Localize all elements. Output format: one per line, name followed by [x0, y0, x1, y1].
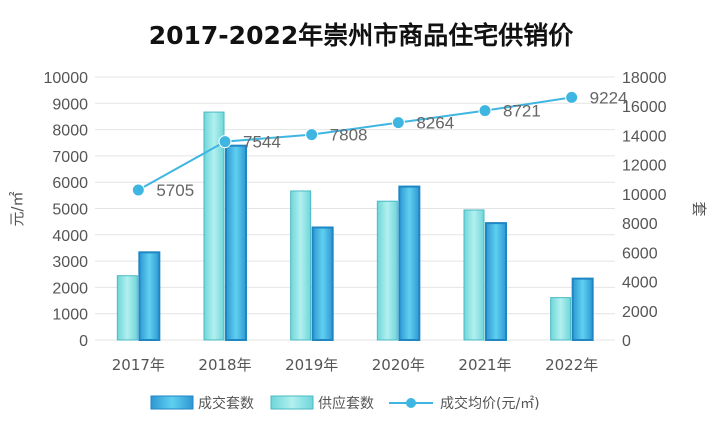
left-tick-label: 5000 [52, 202, 88, 219]
right-axis-ticks: 0 2000 4000 6000 8000 10000 12000 14000 16000 180… [622, 70, 667, 350]
category-label: 2017年 [112, 356, 165, 374]
price-data-label: 7544 [243, 133, 281, 152]
price-data-label: 8721 [503, 102, 541, 121]
bar-deal [138, 251, 161, 341]
price-point [305, 128, 319, 142]
left-tick-label: 7000 [52, 149, 88, 166]
bar-deal [485, 222, 507, 341]
chart-title: 2017-2022年崇州市商品住宅供销价 [149, 21, 575, 50]
category-labels: 2017年 2018年 2019年 2020年 2021年 2022年 [112, 356, 599, 374]
left-axis-label: 元/㎡ [8, 191, 26, 226]
price-point [131, 183, 145, 197]
bar-supply [376, 200, 398, 341]
bar-deal [571, 277, 594, 341]
left-axis-ticks: 0 1000 2000 3000 4000 5000 6000 7000 8000 9000 100… [44, 70, 89, 350]
category-label: 2021年 [458, 356, 511, 374]
bar-supply [203, 111, 225, 341]
category-label: 2022年 [545, 356, 598, 374]
right-tick-label: 12000 [622, 158, 667, 175]
category-label: 2019年 [285, 356, 338, 374]
left-tick-label: 8000 [52, 123, 88, 140]
right-tick-label: 16000 [622, 99, 667, 116]
price-data-label: 7808 [330, 126, 368, 145]
price-line-layer: 5705 7544 7808 8264 8721 9224 [131, 88, 628, 200]
left-tick-label: 9000 [52, 96, 88, 113]
right-tick-label: 6000 [622, 245, 658, 262]
right-tick-label: 0 [622, 333, 631, 350]
bar-supply [550, 297, 572, 341]
price-data-label: 9224 [590, 88, 628, 107]
left-tick-label: 0 [79, 333, 88, 350]
right-tick-label: 18000 [622, 70, 667, 87]
legend-deal-label: 成交套数 [198, 395, 254, 412]
price-data-label: 5705 [156, 181, 194, 200]
right-tick-label: 4000 [622, 275, 658, 292]
right-tick-label: 2000 [622, 304, 658, 321]
bar-supply [463, 209, 485, 341]
left-tick-label: 3000 [52, 254, 88, 271]
left-tick-label: 10000 [44, 70, 89, 87]
right-tick-label: 10000 [622, 187, 667, 204]
right-tick-label: 8000 [622, 216, 658, 233]
left-tick-label: 4000 [52, 228, 88, 245]
legend-deal-swatch [150, 395, 194, 410]
legend-supply-swatch [270, 395, 314, 410]
category-label: 2020年 [372, 356, 425, 374]
price-point [565, 90, 579, 104]
right-tick-label: 14000 [622, 128, 667, 145]
category-label: 2018年 [198, 356, 251, 374]
legend-supply-label: 供应套数 [318, 395, 374, 412]
bar-supply [290, 190, 312, 341]
legend-price-marker [406, 398, 416, 408]
left-tick-label: 2000 [52, 280, 88, 297]
bar-deal [311, 226, 334, 341]
legend-price-label: 成交均价(元/㎡) [440, 395, 540, 412]
price-point [218, 135, 232, 149]
bar-deal [225, 144, 247, 341]
price-line [137, 96, 572, 191]
bar-supply [116, 275, 138, 341]
bar-deal [398, 185, 421, 341]
left-tick-label: 6000 [52, 175, 88, 192]
price-point [391, 116, 405, 130]
bars [116, 111, 594, 341]
price-data-label: 8264 [416, 114, 454, 133]
price-point [478, 104, 492, 118]
left-tick-label: 1000 [52, 307, 88, 324]
right-axis-label: 套 [690, 201, 708, 216]
legend: 成交套数 供应套数 成交均价(元/㎡) [150, 395, 540, 412]
